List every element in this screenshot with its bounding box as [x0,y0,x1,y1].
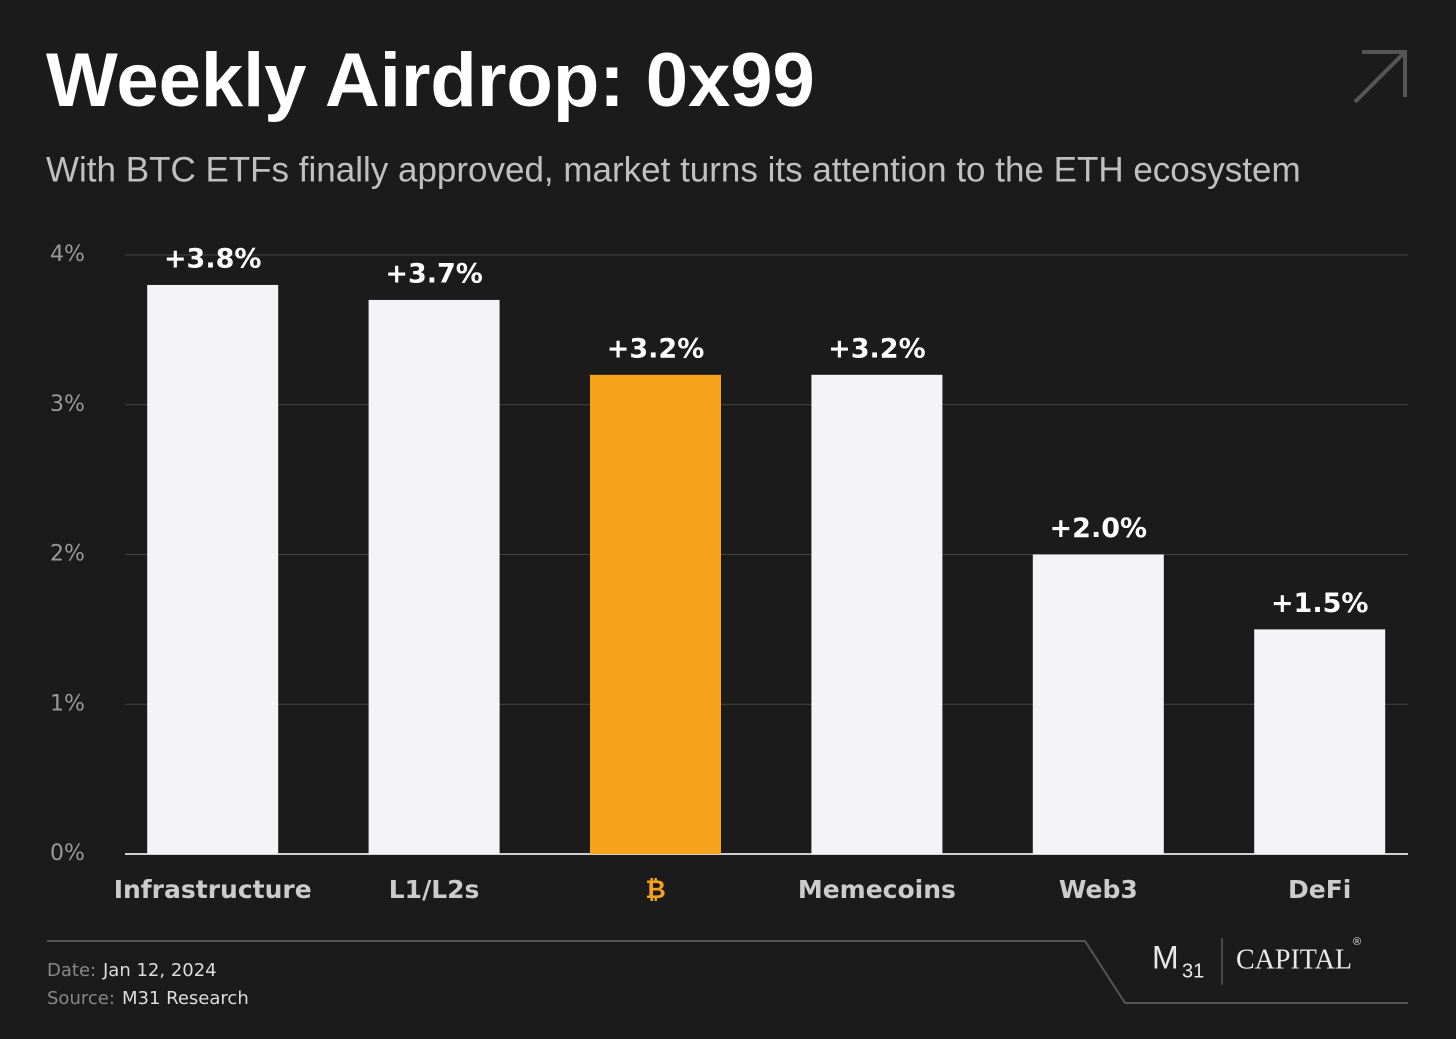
y-tick-label: 1% [50,691,85,716]
footer-line [47,940,1408,1004]
y-tick-label: 2% [50,542,85,567]
value-label: +1.5% [1271,588,1369,619]
value-label: +3.7% [385,258,483,289]
bar [811,374,943,854]
y-tick-label: 3% [50,392,85,417]
bar [1254,629,1386,854]
bar [590,374,721,854]
y-tick-label: 0% [50,841,85,866]
x-tick-label: Infrastructure [114,875,312,904]
bar [368,299,500,854]
logo-name: CAPITAL [1236,944,1352,975]
value-label: +3.2% [828,333,926,364]
value-label: +2.0% [1050,513,1148,544]
y-tick-label: 4% [50,242,85,267]
source-label: Source: [47,988,115,1009]
x-tick-label: Web3 [1059,875,1138,904]
x-tick-label: ₿ [645,875,665,904]
chart-title: Weekly Airdrop: 0x99 [46,38,815,123]
value-label: +3.8% [164,243,262,274]
bar [147,284,279,854]
value-label: +3.2% [607,333,705,364]
arrow-icon [1353,50,1407,104]
x-tick-label: Memecoins [798,875,956,904]
date-label: Date: [47,960,96,981]
source: M31 Research [122,988,249,1009]
logo-mark: ® [1353,936,1361,948]
logo-m: M [1152,939,1179,975]
bar [1032,554,1164,854]
date: Jan 12, 2024 [102,960,217,981]
x-tick-label: L1/L2s [389,875,480,904]
logo-sub: 31 [1182,960,1204,982]
x-tick-label: DeFi [1288,875,1351,904]
chart-subtitle: With BTC ETFs finally approved, market t… [46,150,1301,189]
